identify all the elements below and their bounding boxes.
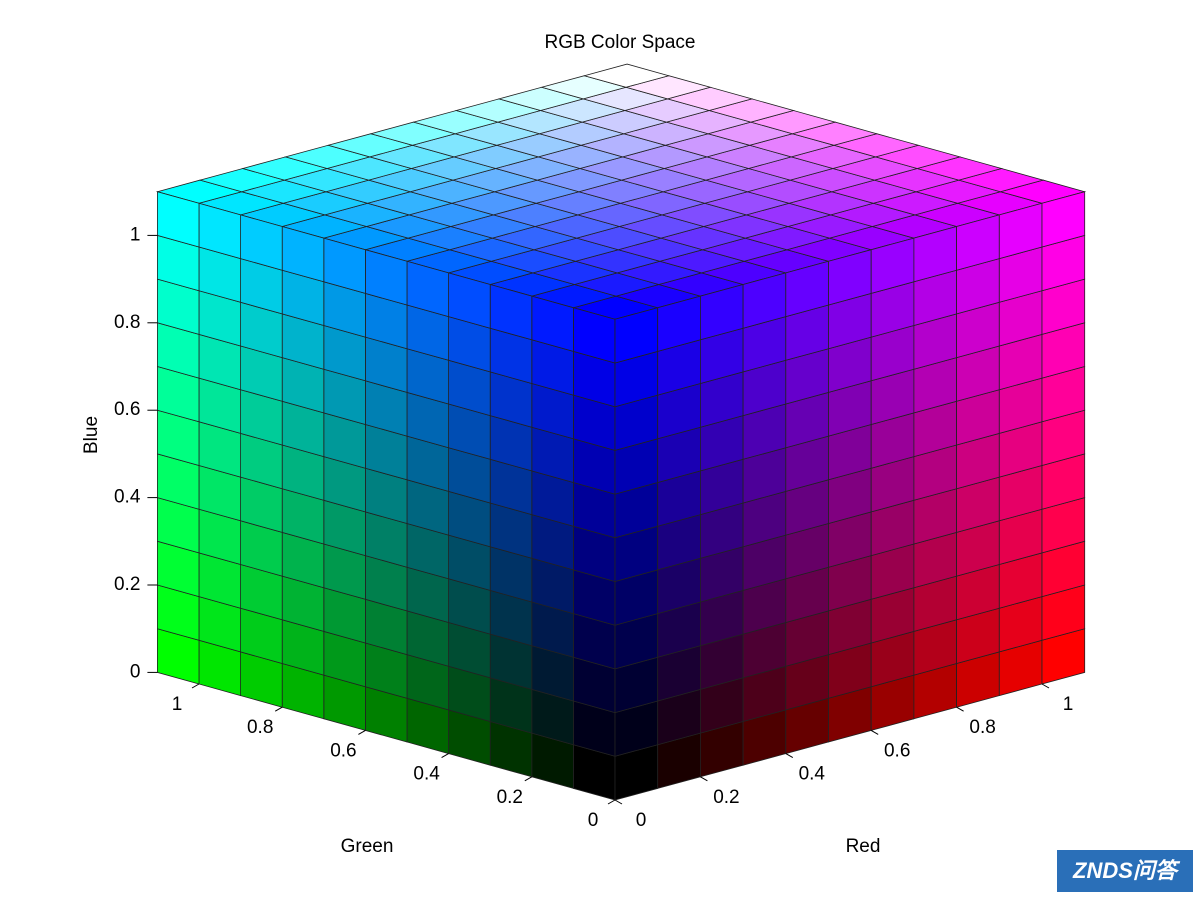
x-tick-label: 0.4	[799, 764, 826, 785]
x-tick	[956, 706, 964, 712]
y-tick	[274, 706, 283, 712]
watermark: ZNDS问答	[1072, 858, 1181, 883]
y-tick	[441, 753, 449, 759]
y-axis-label: Green	[341, 836, 394, 857]
chart-title: RGB Color Space	[544, 32, 695, 53]
x-tick	[785, 753, 794, 759]
x-tick	[700, 776, 708, 782]
y-tick	[607, 799, 616, 805]
z-tick-label: 0.6	[114, 399, 140, 420]
cube-cell	[582, 63, 671, 88]
x-tick	[614, 799, 623, 805]
y-tick	[358, 729, 366, 735]
y-tick-label: 0.2	[497, 787, 523, 808]
y-tick-label: 0	[588, 810, 599, 831]
watermark-box	[1057, 850, 1193, 892]
z-tick-label: 0.2	[114, 574, 140, 595]
x-tick-label: 0.6	[884, 740, 910, 761]
x-tick-label: 0	[636, 810, 647, 831]
cube-cell	[1041, 191, 1086, 248]
x-tick-label: 1	[1063, 694, 1074, 715]
z-tick-label: 1	[130, 224, 141, 245]
x-tick-label: 0.8	[969, 717, 995, 738]
cube	[155, 63, 1087, 801]
y-tick-label: 0.4	[413, 764, 440, 785]
z-tick-label: 0	[130, 661, 141, 682]
z-tick-label: 0.4	[114, 487, 141, 508]
y-tick-label: 0.8	[247, 717, 273, 738]
y-tick	[191, 683, 200, 689]
x-tick	[870, 729, 879, 735]
z-axis-label: Blue	[81, 416, 102, 454]
z-tick-label: 0.8	[114, 312, 140, 333]
cube-cell	[156, 191, 200, 248]
x-tick-label: 0.2	[713, 787, 739, 808]
x-tick	[1041, 683, 1050, 689]
x-axis-label: Red	[846, 836, 881, 857]
y-tick-label: 0.6	[330, 740, 356, 761]
y-tick-label: 1	[172, 694, 183, 715]
y-tick	[524, 776, 533, 782]
